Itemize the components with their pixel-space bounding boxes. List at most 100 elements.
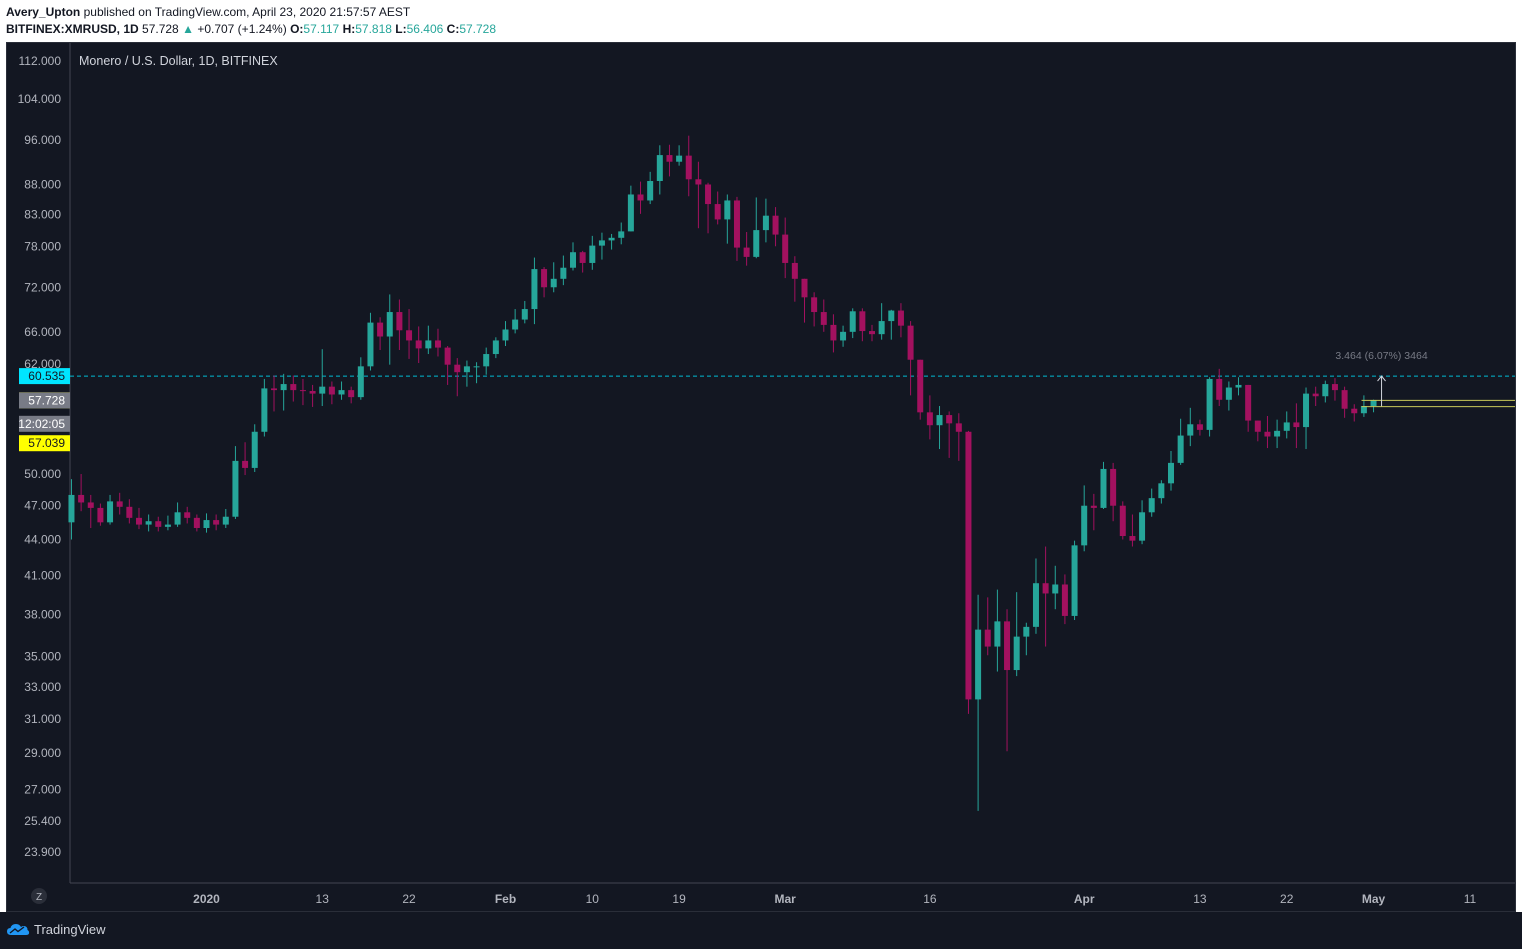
y-tick-label: 62.000 xyxy=(24,357,61,371)
x-tick-label: 19 xyxy=(672,892,686,906)
candle-body xyxy=(1168,462,1174,484)
price-label-text: 57.039 xyxy=(28,436,65,450)
candle-body xyxy=(840,331,847,341)
candle-body xyxy=(608,237,615,241)
candle-body xyxy=(917,359,924,413)
candle-body xyxy=(1042,583,1049,594)
symbol-name: BITFINEX:XMRUSD, 1D xyxy=(6,22,139,36)
candle-body xyxy=(1110,468,1117,506)
candle-body xyxy=(1081,505,1088,546)
y-tick-label: 83.000 xyxy=(24,207,61,221)
candle-body xyxy=(1119,505,1126,537)
price-label-text: 12:02:05 xyxy=(18,417,65,431)
candle-body xyxy=(184,512,191,518)
measure-label: 3.464 (6.07%) 3464 xyxy=(1335,350,1427,362)
candle-body xyxy=(1177,435,1184,463)
candle-body xyxy=(1303,393,1310,428)
candle-body xyxy=(1254,420,1261,432)
low-value: 56.406 xyxy=(406,22,444,36)
candle-body xyxy=(1225,387,1232,400)
candle-body xyxy=(213,520,220,525)
measure-arrow-head-icon xyxy=(1377,375,1386,382)
candle-body xyxy=(1129,536,1136,541)
candle-body xyxy=(1013,636,1020,671)
candle-body xyxy=(811,297,818,313)
candle-body xyxy=(242,460,249,468)
candle-body xyxy=(1061,584,1068,616)
candle-body xyxy=(222,516,229,525)
close-value: 57.728 xyxy=(459,22,497,36)
candle-body xyxy=(463,366,470,373)
x-tick-label: 13 xyxy=(316,892,330,906)
tradingview-logo[interactable]: TradingView xyxy=(6,921,106,937)
candle-body xyxy=(695,179,702,185)
candle-body xyxy=(377,322,384,337)
price-label-box xyxy=(19,368,70,385)
candle-body xyxy=(753,230,760,257)
open-label: O: xyxy=(290,22,304,36)
x-tick-label: 10 xyxy=(586,892,600,906)
candle-body xyxy=(926,412,933,426)
x-tick-label: 2020 xyxy=(193,892,220,906)
candle-body xyxy=(473,366,480,368)
y-tick-label: 27.000 xyxy=(24,783,61,797)
y-tick-label: 104.000 xyxy=(18,92,62,106)
up-arrow-icon: ▲ xyxy=(182,22,194,36)
brand-name: TradingView xyxy=(34,921,106,937)
x-tick-label: 11 xyxy=(1464,892,1477,906)
candle-body xyxy=(68,494,75,523)
candle-body xyxy=(1158,483,1165,499)
candle-body xyxy=(762,215,769,231)
price-change: +0.707 (+1.24%) xyxy=(197,22,287,36)
zoom-reset-label: Z xyxy=(36,892,42,903)
price-chart[interactable]: 112.000 104.000 96.000 88.000 83.000 78.000 72… xyxy=(7,43,1515,911)
candle-body xyxy=(135,517,142,525)
candle-body xyxy=(444,347,451,365)
y-tick-label: 96.000 xyxy=(24,133,61,147)
candle-body xyxy=(512,319,519,330)
candle-body xyxy=(492,340,499,355)
candle-body xyxy=(386,312,393,337)
y-tick-label: 72.000 xyxy=(24,280,61,294)
cloud-logo-icon xyxy=(7,924,30,935)
candle-body xyxy=(348,390,355,398)
candle-body xyxy=(425,340,432,349)
candle-body xyxy=(1187,424,1194,436)
candle-body xyxy=(367,322,374,367)
candle-body xyxy=(521,309,528,320)
candle-body xyxy=(1139,512,1146,541)
y-tick-label: 38.000 xyxy=(24,608,61,622)
candle-body xyxy=(1023,626,1030,637)
candle-body xyxy=(232,460,239,517)
y-tick-label: 33.000 xyxy=(24,680,61,694)
candle-body xyxy=(1351,408,1358,414)
candle-body xyxy=(618,231,625,238)
candles-group xyxy=(68,135,1377,811)
zoom-reset-icon[interactable] xyxy=(31,888,47,904)
candle-body xyxy=(830,324,837,341)
y-tick-label: 35.000 xyxy=(24,650,61,664)
candle-body xyxy=(772,215,779,235)
published-text: published on TradingView.com, April 23, … xyxy=(83,5,411,19)
x-tick-label: Apr xyxy=(1074,892,1095,906)
y-tick-label: 47.000 xyxy=(24,499,61,513)
candle-body xyxy=(502,329,509,341)
candle-body xyxy=(955,423,962,432)
candle-body xyxy=(415,340,422,349)
chart-frame[interactable]: 112.000 104.000 96.000 88.000 83.000 78.000 72… xyxy=(6,42,1516,912)
price-label-box xyxy=(19,415,70,432)
candle-body xyxy=(1090,505,1097,508)
y-tick-label: 112.000 xyxy=(19,54,62,68)
candle-body xyxy=(406,330,413,341)
chart-title: Monero / U.S. Dollar, 1D, BITFINEX xyxy=(79,54,278,68)
candle-body xyxy=(1196,424,1203,430)
y-tick-label: 23.900 xyxy=(24,845,61,859)
candle-body xyxy=(859,311,866,332)
author-name[interactable]: Avery_Upton xyxy=(6,5,81,19)
x-tick-label: 22 xyxy=(402,892,416,906)
candle-body xyxy=(271,388,278,391)
candle-body xyxy=(193,517,200,528)
candle-body xyxy=(637,194,644,201)
candle-body xyxy=(1032,583,1039,627)
candle-body xyxy=(1360,406,1367,414)
